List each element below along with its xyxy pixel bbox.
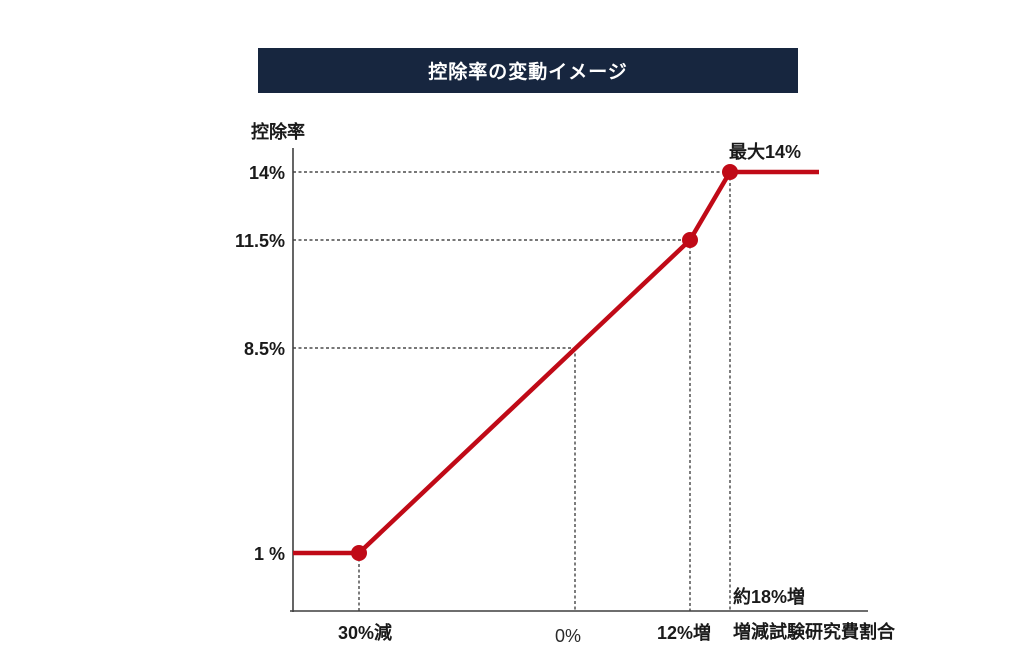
deduction-rate-line: [293, 169, 819, 556]
annotation-max-14pct: 最大14%: [729, 141, 801, 162]
y-tick-8-5pct: 8.5%: [244, 339, 285, 359]
data-point-plus18pct-14pct: [722, 164, 738, 180]
chart-title-banner: 控除率の変動イメージ: [258, 48, 798, 93]
y-tick-11-5pct: 11.5%: [235, 231, 285, 251]
x-tick-0pct: 0%: [555, 626, 581, 646]
data-point-minus30pct-1pct: [351, 545, 367, 561]
y-tick-14pct: 14%: [249, 163, 285, 183]
x-tick-30pct-decrease: 30%減: [338, 622, 392, 643]
y-axis-label: 控除率: [251, 121, 305, 142]
x-tick-12pct-increase: 12%増: [657, 622, 711, 643]
x-axis-label: 増減試験研究費割合: [733, 621, 896, 642]
chart-title: 控除率の変動イメージ: [428, 62, 628, 83]
data-point-plus12pct-11-5pct: [682, 232, 698, 248]
y-tick-1pct: 1 %: [254, 544, 285, 564]
x-tick-18pct-increase: 約18%増: [733, 586, 805, 607]
